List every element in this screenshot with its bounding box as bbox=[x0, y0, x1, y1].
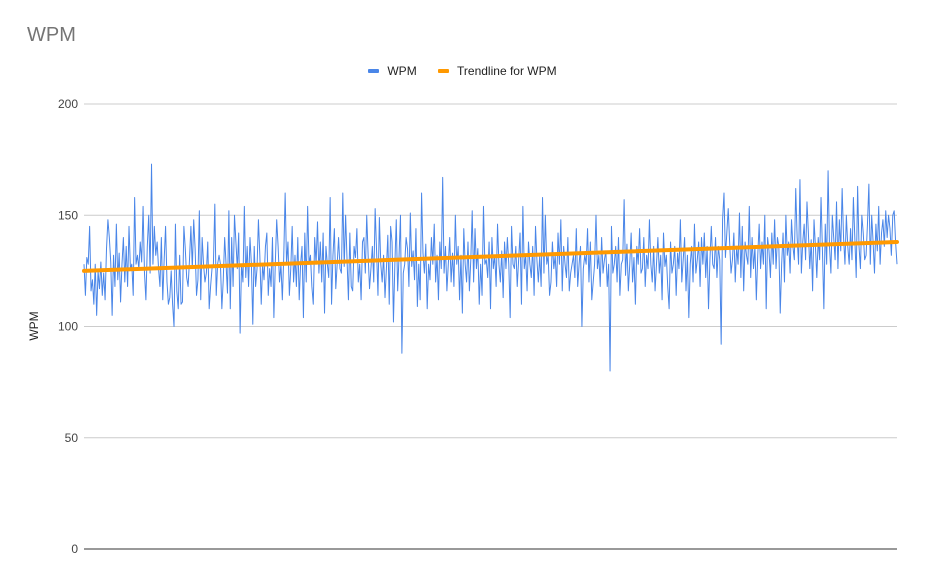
chart-title: WPM bbox=[27, 24, 76, 46]
y-tick-label: 50 bbox=[65, 431, 79, 445]
y-tick-label: 0 bbox=[71, 542, 78, 556]
series-group bbox=[82, 163, 899, 372]
y-tick-label: 150 bbox=[58, 208, 78, 222]
legend-item-trendline[interactable]: Trendline for WPM bbox=[438, 64, 557, 78]
series-line-trendline bbox=[82, 239, 899, 273]
y-tick-label: 100 bbox=[58, 320, 78, 334]
gridlines bbox=[84, 103, 897, 550]
series-line-wpm bbox=[83, 163, 898, 372]
y-axis-title: WPM bbox=[27, 311, 41, 340]
legend-swatch-wpm bbox=[368, 68, 380, 73]
legend: WPM Trendline for WPM bbox=[0, 64, 925, 78]
legend-label-wpm: WPM bbox=[387, 64, 417, 78]
y-tick-label: 200 bbox=[58, 97, 78, 111]
y-axis-ticks: 0 50 100 150 200 bbox=[58, 97, 78, 556]
legend-item-wpm[interactable]: WPM bbox=[368, 64, 417, 78]
legend-swatch-trendline bbox=[438, 68, 450, 73]
legend-label-trendline: Trendline for WPM bbox=[457, 64, 557, 78]
